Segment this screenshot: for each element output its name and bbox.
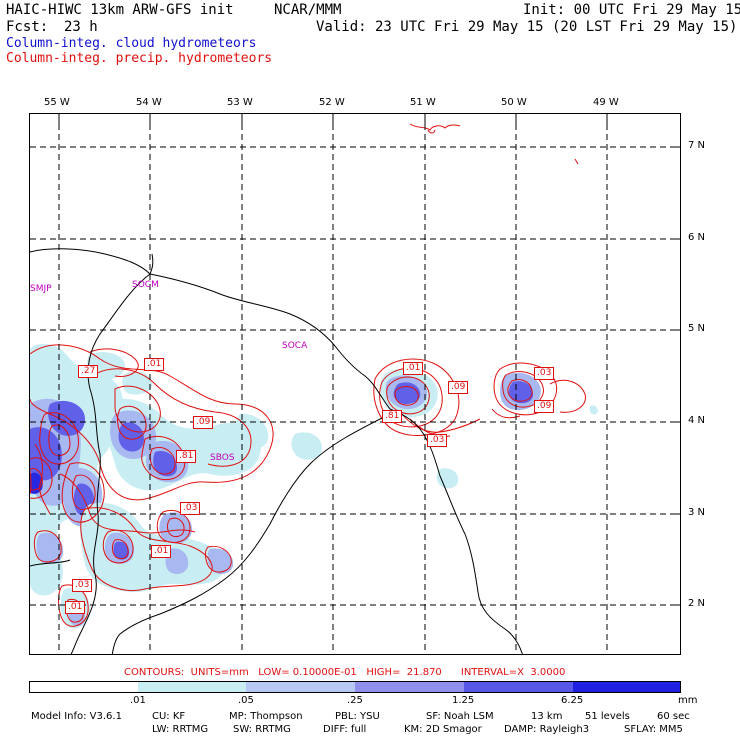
- contour-label: .01: [65, 601, 86, 614]
- lat-label: 2 N: [688, 598, 706, 609]
- scale-tick: .25: [347, 695, 363, 706]
- info-sf: SF: Noah LSM: [426, 711, 494, 722]
- info-sw: SW: RRTMG: [233, 724, 291, 735]
- lon-label: 51 W: [410, 97, 436, 108]
- legend-precip: Column-integ. precip. hydrometeors: [6, 51, 273, 66]
- contour-label: .09: [534, 400, 555, 413]
- info-sflay: SFLAY: MM5: [624, 724, 683, 735]
- scale-unit: mm: [678, 695, 698, 706]
- lon-label: 54 W: [136, 97, 162, 108]
- contour-label: .09: [193, 416, 214, 429]
- valid-time: Valid: 23 UTC Fri 29 May 15 (20 LST Fri …: [316, 19, 738, 35]
- lat-label: 7 N: [688, 140, 706, 151]
- edge-ticks: [58, 114, 680, 606]
- info-km: KM: 2D Smagor: [404, 724, 482, 735]
- scale-swatch: [138, 682, 246, 692]
- lon-label: 49 W: [593, 97, 619, 108]
- lat-label: 6 N: [688, 232, 706, 243]
- model-title: HAIC-HIWC 13km ARW-GFS init: [6, 2, 234, 18]
- organization: NCAR/MMM: [274, 2, 342, 18]
- scale-tick: .01: [130, 695, 146, 706]
- scale-swatch: [246, 682, 355, 692]
- info-timestep: 60 sec: [657, 711, 690, 722]
- info-levels: 51 levels: [585, 711, 630, 722]
- scale-tick: 6.25: [561, 695, 584, 706]
- lat-label: 4 N: [688, 415, 706, 426]
- contour-label: .81: [382, 410, 403, 423]
- contour-label: .09: [448, 381, 469, 394]
- forecast-label: Fcst:: [6, 19, 49, 35]
- latlon-grid: [30, 114, 680, 654]
- info-damp: DAMP: Rayleigh3: [504, 724, 590, 735]
- scale-swatch: [573, 682, 680, 692]
- station-socm: SOCM: [132, 280, 159, 290]
- scale-tick: .05: [238, 695, 254, 706]
- info-lw: LW: RRTMG: [152, 724, 209, 735]
- info-diff: DIFF: full: [323, 724, 367, 735]
- map-panel: SMJP SOCM SOCA SBOS .01 .27 .09 .81 .03 …: [29, 113, 681, 655]
- info-version: Model Info: V3.6.1: [31, 711, 122, 722]
- contour-label: .03: [180, 502, 201, 515]
- scale-swatch: [464, 682, 573, 692]
- contour-label: .81: [176, 450, 197, 463]
- info-pbl: PBL: YSU: [335, 711, 380, 722]
- legend-cloud: Column-integ. cloud hydrometeors: [6, 36, 257, 51]
- scale-swatch: [355, 682, 464, 692]
- lon-label: 52 W: [319, 97, 345, 108]
- init-time: Init: 00 UTC Fri 29 May 15: [523, 2, 740, 18]
- contour-label: .03: [427, 434, 448, 447]
- contour-label: .01: [151, 545, 172, 558]
- map-canvas: [30, 114, 680, 654]
- lon-label: 53 W: [227, 97, 253, 108]
- scale-tick: 1.25: [452, 695, 475, 706]
- forecast-hour: 23 h: [64, 19, 98, 35]
- scale-swatch: [30, 682, 138, 692]
- contour-label: .01: [403, 362, 424, 375]
- lat-label: 3 N: [688, 507, 706, 518]
- contour-label: .01: [144, 358, 165, 371]
- station-smjp: SMJP: [30, 284, 52, 294]
- contours-info: CONTOURS: UNITS=mm LOW= 0.10000E-01 HIGH…: [124, 667, 566, 678]
- station-soca: SOCA: [282, 341, 308, 351]
- contour-label: .03: [534, 367, 555, 380]
- color-scale-bar: [29, 681, 681, 693]
- info-resolution: 13 km: [531, 711, 563, 722]
- lat-label: 5 N: [688, 323, 706, 334]
- coastline: [30, 248, 523, 654]
- info-mp: MP: Thompson: [229, 711, 303, 722]
- lon-label: 50 W: [501, 97, 527, 108]
- lon-label: 55 W: [44, 97, 70, 108]
- station-sbos: SBOS: [210, 453, 235, 463]
- info-cu: CU: KF: [152, 711, 186, 722]
- contour-label: .27: [78, 365, 99, 378]
- contour-label: .03: [72, 579, 93, 592]
- cloud-shading: [30, 343, 598, 629]
